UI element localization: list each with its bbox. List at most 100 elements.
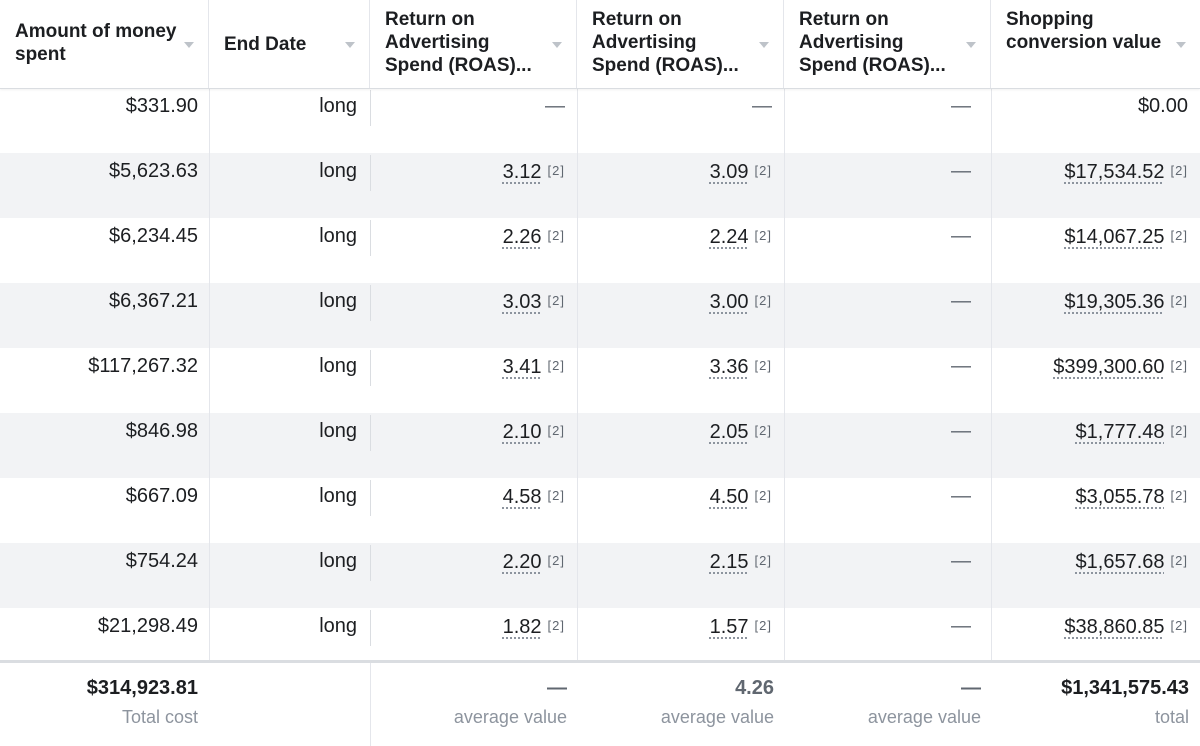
footnote-marker[interactable]: [2] — [547, 488, 565, 503]
cell-value[interactable]: $399,300.60 — [1053, 356, 1165, 378]
footnote-marker[interactable]: [2] — [547, 293, 565, 308]
cell-value[interactable]: 3.36 — [709, 356, 749, 378]
footnote-marker[interactable]: [2] — [754, 618, 772, 633]
footnote-marker[interactable]: [2] — [1170, 488, 1188, 503]
footnote-marker[interactable]: [2] — [1170, 618, 1188, 633]
column-header-amount-spent[interactable]: Amount of money spent — [0, 0, 209, 88]
cell-roas-1: 3.12 [2] — [370, 153, 577, 218]
footnote-marker[interactable]: [2] — [754, 293, 772, 308]
total-label: total — [1154, 707, 1189, 727]
cell-separator — [370, 415, 371, 451]
sort-caret-icon[interactable] — [759, 42, 769, 48]
sort-caret-icon[interactable] — [1176, 42, 1186, 48]
footnote-marker[interactable]: [2] — [547, 163, 565, 178]
cell-value: $846.98 — [125, 420, 198, 442]
cell-value[interactable]: $14,067.25 — [1064, 226, 1165, 248]
total-roas-2: 4.26 average value — [577, 663, 784, 746]
column-header-label: End Date — [224, 33, 307, 55]
cell-value[interactable]: 3.00 — [709, 291, 749, 313]
footnote-marker[interactable]: [2] — [754, 488, 772, 503]
column-header-shopping-value[interactable]: Shopping conversion value — [991, 0, 1200, 88]
cell-end-date: long — [209, 283, 370, 348]
cell-value[interactable]: $19,305.36 — [1064, 291, 1165, 313]
cell-value: $754.24 — [125, 550, 198, 572]
cell-value[interactable]: 2.05 — [709, 421, 749, 443]
table-footer-totals: $314,923.81 Total cost — average value 4… — [0, 660, 1200, 746]
cell-value[interactable]: 3.03 — [502, 291, 542, 313]
footnote-marker[interactable]: [2] — [1170, 293, 1188, 308]
cell-value: long — [319, 420, 357, 442]
cell-value[interactable]: 4.50 — [709, 486, 749, 508]
footnote-marker[interactable]: [2] — [754, 553, 772, 568]
cell-roas-2: 4.50 [2] — [577, 478, 784, 543]
total-label: average value — [867, 707, 981, 727]
sort-caret-icon[interactable] — [345, 42, 355, 48]
footnote-marker[interactable]: [2] — [754, 423, 772, 438]
cell-roas-2: 2.24 [2] — [577, 218, 784, 283]
cell-amount-spent: $117,267.32 — [0, 348, 209, 413]
footnote-marker[interactable]: [2] — [1170, 228, 1188, 243]
footnote-marker[interactable]: [2] — [547, 618, 565, 633]
cell-roas-1: 2.20 [2] — [370, 543, 577, 608]
cell-amount-spent: $754.24 — [0, 543, 209, 608]
footnote-marker[interactable]: [2] — [547, 228, 565, 243]
cell-value[interactable]: 3.41 — [502, 356, 542, 378]
total-value: — — [961, 677, 981, 699]
footnote-marker[interactable]: [2] — [1170, 553, 1188, 568]
cell-roas-3: — — [784, 348, 991, 413]
total-value: $1,341,575.43 — [1061, 677, 1189, 699]
cell-value[interactable]: 2.20 — [502, 551, 542, 573]
footnote-marker[interactable]: [2] — [1170, 423, 1188, 438]
cell-end-date: long — [209, 413, 370, 478]
cell-amount-spent: $21,298.49 — [0, 608, 209, 673]
cell-value[interactable]: 1.82 — [502, 616, 542, 638]
footnote-marker[interactable]: [2] — [547, 553, 565, 568]
cell-value[interactable]: $3,055.78 — [1075, 486, 1165, 508]
cell-end-date: long — [209, 348, 370, 413]
cell-value[interactable]: 2.24 — [709, 226, 749, 248]
footnote-marker[interactable]: [2] — [547, 358, 565, 373]
footnote-marker[interactable]: [2] — [1170, 358, 1188, 373]
footnote-marker[interactable]: [2] — [547, 423, 565, 438]
cell-roas-1: 3.41 [2] — [370, 348, 577, 413]
cell-value[interactable]: $1,777.48 — [1075, 421, 1165, 443]
cell-value[interactable]: 2.15 — [709, 551, 749, 573]
cell-separator — [370, 610, 371, 646]
column-header-roas-1[interactable]: Return on Advertising Spend (ROAS)... — [370, 0, 577, 88]
cell-value[interactable]: 1.57 — [709, 616, 749, 638]
cell-value[interactable]: 2.26 — [502, 226, 542, 248]
column-header-end-date[interactable]: End Date — [209, 0, 370, 88]
cell-value: long — [319, 95, 357, 117]
column-header-roas-2[interactable]: Return on Advertising Spend (ROAS)... — [577, 0, 784, 88]
footnote-marker[interactable]: [2] — [1170, 163, 1188, 178]
cell-value[interactable]: 4.58 — [502, 486, 542, 508]
total-amount-spent: $314,923.81 Total cost — [0, 663, 209, 746]
cell-roas-2: 2.05 [2] — [577, 413, 784, 478]
empty-value: — — [951, 550, 971, 572]
total-label: average value — [453, 707, 567, 727]
cell-value[interactable]: $38,860.85 — [1064, 616, 1165, 638]
total-value: 4.26 — [735, 677, 774, 699]
cell-value: long — [319, 290, 357, 312]
sort-caret-icon[interactable] — [184, 42, 194, 48]
cell-shopping-value: $1,777.48 [2] — [991, 413, 1200, 478]
cell-value: $117,267.32 — [88, 355, 198, 377]
footnote-marker[interactable]: [2] — [754, 228, 772, 243]
cell-value: long — [319, 355, 357, 377]
cell-value[interactable]: 3.12 — [502, 161, 542, 183]
cell-end-date: long — [209, 153, 370, 218]
cell-roas-1: 2.26 [2] — [370, 218, 577, 283]
cell-separator — [370, 480, 371, 516]
cell-value[interactable]: 3.09 — [709, 161, 749, 183]
footnote-marker[interactable]: [2] — [754, 358, 772, 373]
sort-caret-icon[interactable] — [552, 42, 562, 48]
footnote-marker[interactable]: [2] — [754, 163, 772, 178]
sort-caret-icon[interactable] — [966, 42, 976, 48]
cell-value[interactable]: $1,657.68 — [1075, 551, 1165, 573]
cell-value[interactable]: $17,534.52 — [1064, 161, 1165, 183]
column-header-label: Return on Advertising Spend (ROAS)... — [385, 9, 532, 76]
column-header-roas-3[interactable]: Return on Advertising Spend (ROAS)... — [784, 0, 991, 88]
cell-value: $6,367.21 — [109, 290, 198, 312]
cell-value[interactable]: 2.10 — [502, 421, 542, 443]
